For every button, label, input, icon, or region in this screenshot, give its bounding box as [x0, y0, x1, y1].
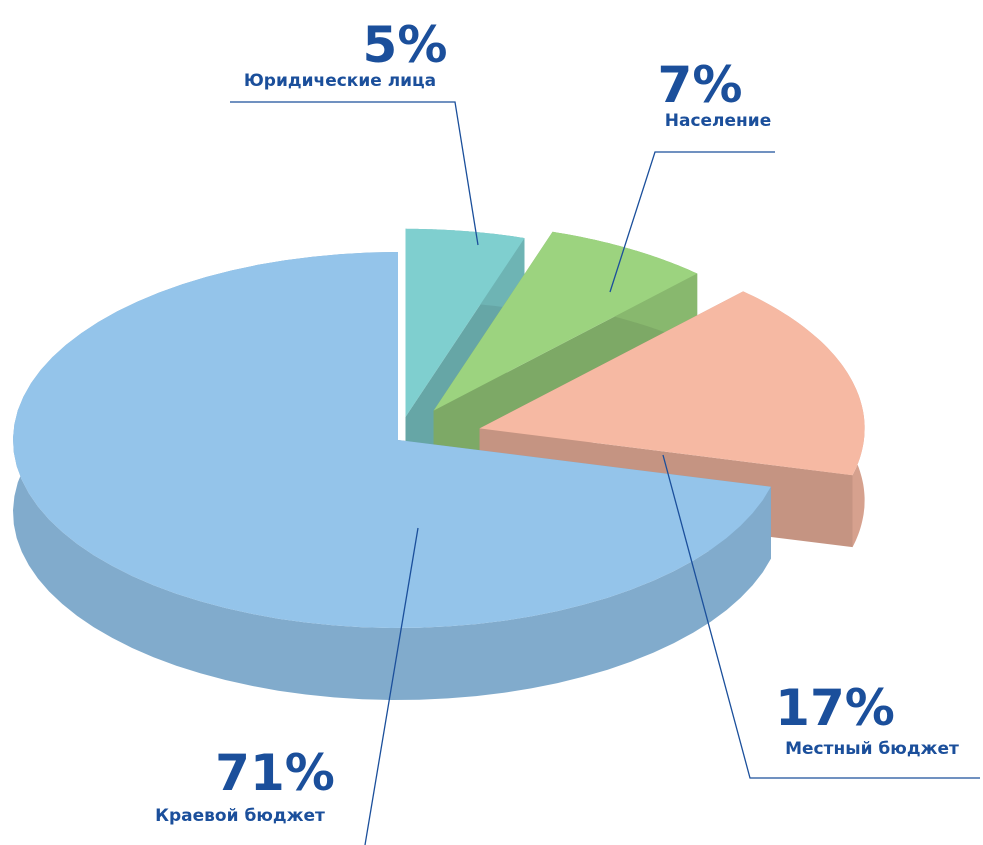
leader-line [364, 527, 419, 845]
leader-line [609, 151, 775, 293]
category-label: Население [665, 111, 771, 131]
category-label: Местный бюджет [785, 739, 959, 759]
category-label: Краевой бюджет [155, 806, 325, 826]
slice [433, 231, 698, 411]
category-label: Юридические лица [244, 71, 436, 91]
slice [13, 252, 771, 628]
value-label: 17% [775, 679, 895, 737]
slice [479, 291, 865, 476]
leader-line [662, 454, 980, 779]
value-label: 71% [215, 744, 335, 802]
leader-line [230, 101, 479, 246]
slice [405, 228, 525, 417]
value-label: 7% [658, 56, 743, 114]
value-label: 5% [363, 16, 448, 74]
